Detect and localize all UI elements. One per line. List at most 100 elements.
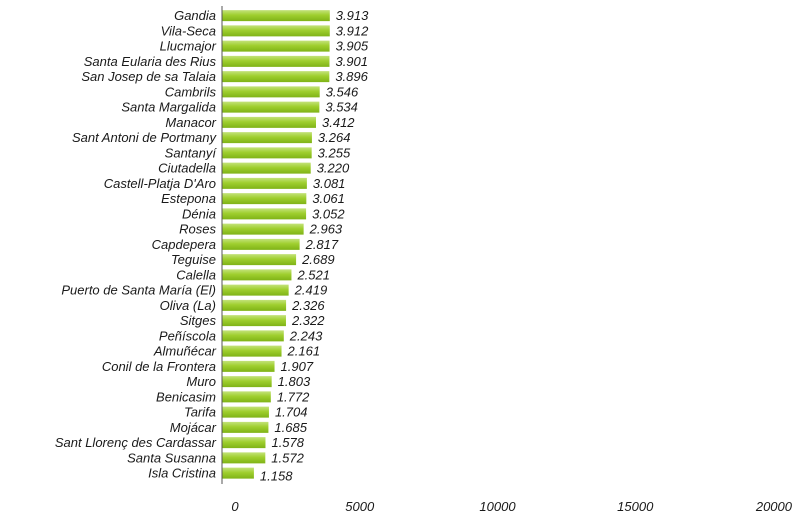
category-label: Dénia (182, 206, 216, 221)
category-label: Sant Antoni de Portmany (72, 130, 218, 145)
category-label: Sant Llorenç des Cardassar (55, 435, 217, 450)
bar (222, 299, 287, 311)
bar (222, 10, 330, 22)
bar (222, 406, 269, 418)
category-label: Ciutadella (158, 161, 216, 176)
value-label: 3.081 (313, 176, 346, 191)
value-label: 1.803 (278, 374, 311, 389)
value-label: 1.772 (277, 389, 310, 404)
bar (222, 437, 266, 449)
category-label: Mojácar (170, 420, 217, 435)
value-label: 2.161 (287, 344, 321, 359)
value-label: 2.322 (291, 313, 325, 328)
value-label: 2.689 (301, 252, 335, 267)
category-label: Puerto de Santa María (El) (61, 283, 216, 298)
bar (222, 467, 254, 479)
category-label: Tarifa (184, 405, 216, 420)
category-label: Santa Susanna (127, 450, 216, 465)
category-label: Santanyí (165, 145, 218, 160)
value-label: 3.905 (336, 39, 369, 54)
category-label: Manacor (165, 115, 216, 130)
value-label: 1.907 (281, 359, 314, 374)
x-tick-label: 10000 (479, 499, 516, 514)
value-label: 1.685 (274, 420, 307, 435)
category-label: Benicasim (156, 389, 216, 404)
bar (222, 284, 289, 296)
category-label: Calella (176, 267, 216, 282)
category-label: Teguise (171, 252, 216, 267)
category-label: Isla Cristina (148, 466, 216, 481)
category-label: Santa Eularia des Rius (84, 54, 217, 69)
bar (222, 25, 330, 37)
bar (222, 376, 272, 388)
value-label: 3.061 (312, 191, 345, 206)
bar (222, 452, 266, 464)
x-tick-label: 0 (231, 499, 239, 514)
value-label: 3.912 (336, 23, 369, 38)
bar (222, 132, 312, 144)
category-label: Gandia (174, 8, 216, 23)
value-label: 2.817 (305, 237, 339, 252)
bar (222, 147, 312, 159)
bar (222, 162, 311, 174)
value-label: 3.534 (325, 100, 358, 115)
bar (222, 360, 275, 372)
bar (222, 391, 271, 403)
bar (222, 55, 330, 67)
category-label: Oliva (La) (160, 298, 216, 313)
value-label: 2.963 (309, 222, 343, 237)
bar (222, 330, 284, 342)
bar (222, 269, 292, 281)
bar (222, 254, 297, 266)
value-label: 1.572 (271, 450, 304, 465)
value-label: 3.412 (322, 115, 355, 130)
category-label: Cambrils (165, 84, 217, 99)
x-tick-label: 20000 (755, 499, 793, 514)
bar (222, 223, 304, 235)
value-label: 3.913 (336, 8, 369, 23)
bar (222, 421, 269, 433)
value-label: 3.220 (317, 161, 350, 176)
x-tick-label: 5000 (345, 499, 375, 514)
category-label: Conil de la Frontera (102, 359, 216, 374)
value-label: 3.546 (326, 84, 359, 99)
bar (222, 345, 282, 357)
bar (222, 101, 320, 113)
category-label: Peñíscola (159, 328, 216, 343)
bar (222, 315, 286, 327)
bar (222, 71, 330, 83)
bars-group (222, 10, 330, 479)
bar (222, 177, 307, 189)
value-label: 3.264 (318, 130, 351, 145)
value-label: 3.896 (335, 69, 368, 84)
bar (222, 86, 320, 98)
value-label: 2.521 (296, 267, 330, 282)
value-labels: 3.9133.9123.9053.9013.8963.5463.5343.412… (260, 8, 369, 484)
category-label: Capdepera (152, 237, 216, 252)
bar (222, 193, 307, 205)
value-label: 1.158 (260, 469, 293, 484)
value-label: 2.243 (289, 328, 323, 343)
category-label: Roses (179, 222, 216, 237)
category-label: Castell-Platja D'Aro (104, 176, 216, 191)
category-label: Santa Margalida (121, 100, 216, 115)
x-tick-labels: 0 5000 10000 15000 20000 (231, 499, 792, 514)
value-label: 3.901 (335, 54, 368, 69)
bar (222, 116, 317, 128)
category-label: Muro (186, 374, 216, 389)
value-label: 2.419 (294, 283, 328, 298)
category-label: Vila-Seca (161, 23, 216, 38)
value-label: 2.326 (291, 298, 325, 313)
bar (222, 40, 330, 52)
category-label: Almuñécar (153, 344, 217, 359)
category-label: Llucmajor (160, 39, 217, 54)
bar (222, 208, 307, 220)
bar (222, 238, 300, 250)
category-label: Sitges (180, 313, 217, 328)
category-label: Estepona (161, 191, 216, 206)
category-label: San Josep de sa Talaia (81, 69, 216, 84)
value-label: 1.704 (275, 405, 308, 420)
value-label: 3.255 (318, 145, 351, 160)
